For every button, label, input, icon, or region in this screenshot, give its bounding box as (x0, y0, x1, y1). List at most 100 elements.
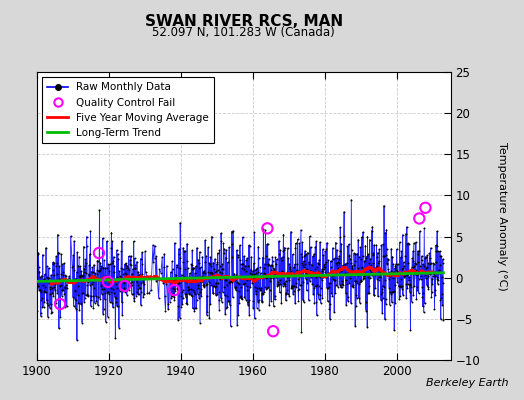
Point (56, 283, 64, 290)
Point (121, 261, 129, 267)
Point (150, 242, 159, 249)
Point (345, 252, 354, 258)
Point (293, 236, 302, 243)
Point (135, 272, 144, 278)
Text: Berkeley Earth: Berkeley Earth (426, 378, 508, 388)
Point (284, 291, 292, 297)
Point (195, 249, 204, 255)
Point (335, 282, 344, 288)
Point (354, 236, 363, 243)
Point (326, 316, 334, 322)
Point (278, 257, 286, 263)
Point (403, 240, 412, 246)
Point (254, 269, 262, 275)
Point (239, 280, 248, 287)
Point (158, 254, 166, 261)
Point (422, 264, 431, 270)
Point (355, 295, 363, 301)
Point (139, 294, 147, 300)
Point (235, 294, 244, 300)
Point (50, 260, 59, 266)
Point (315, 296, 323, 302)
Point (132, 275, 140, 281)
Point (201, 270, 209, 276)
Point (367, 228, 376, 234)
Point (184, 286, 193, 292)
Point (255, 307, 263, 313)
Point (214, 280, 223, 286)
Point (107, 245, 115, 251)
Point (101, 296, 109, 303)
Point (57, 271, 65, 278)
Point (388, 288, 397, 295)
Point (408, 264, 416, 271)
Point (402, 280, 410, 287)
Point (322, 259, 330, 266)
Point (335, 253, 343, 259)
Point (400, 263, 408, 269)
Point (91, 270, 100, 276)
Point (204, 244, 212, 251)
Point (85, 251, 94, 257)
Point (386, 289, 395, 295)
Point (386, 272, 394, 279)
Point (259, 226, 268, 232)
Point (436, 296, 445, 303)
Point (56, 314, 64, 320)
Point (421, 272, 430, 278)
Point (256, 270, 265, 276)
Point (269, 303, 278, 310)
Point (286, 270, 294, 276)
Point (100, 276, 108, 282)
Point (243, 255, 252, 261)
Point (291, 269, 299, 276)
Point (284, 255, 292, 262)
Point (225, 279, 234, 285)
Point (70, 238, 79, 244)
Point (143, 290, 151, 296)
Point (93, 270, 101, 277)
Point (181, 265, 190, 272)
Point (378, 282, 387, 289)
Point (231, 284, 239, 290)
Point (44, 302, 52, 308)
Point (127, 252, 135, 259)
Point (94, 294, 102, 300)
Point (258, 298, 266, 304)
Point (419, 261, 427, 267)
Point (281, 278, 290, 284)
Point (404, 280, 412, 287)
Point (297, 282, 305, 289)
Point (137, 289, 145, 296)
Point (297, 329, 305, 335)
Point (367, 262, 375, 268)
Point (50, 284, 58, 290)
Point (71, 306, 80, 312)
Point (169, 277, 178, 284)
Point (385, 272, 393, 278)
Point (95, 268, 103, 274)
Point (174, 303, 182, 309)
Point (128, 282, 136, 288)
Point (127, 276, 135, 282)
Point (89, 292, 97, 299)
Point (107, 288, 115, 295)
Point (372, 265, 380, 272)
Point (171, 240, 179, 246)
Point (83, 282, 91, 288)
Point (348, 283, 356, 289)
Point (182, 258, 191, 265)
Point (53, 231, 62, 238)
Point (248, 271, 256, 277)
Point (194, 256, 202, 263)
Point (240, 293, 248, 300)
Point (416, 228, 424, 234)
Point (307, 244, 315, 250)
Point (290, 283, 299, 289)
Point (111, 278, 119, 284)
Point (263, 285, 271, 291)
Point (206, 268, 215, 275)
Point (265, 256, 273, 262)
Point (95, 268, 103, 274)
Point (270, 296, 279, 303)
